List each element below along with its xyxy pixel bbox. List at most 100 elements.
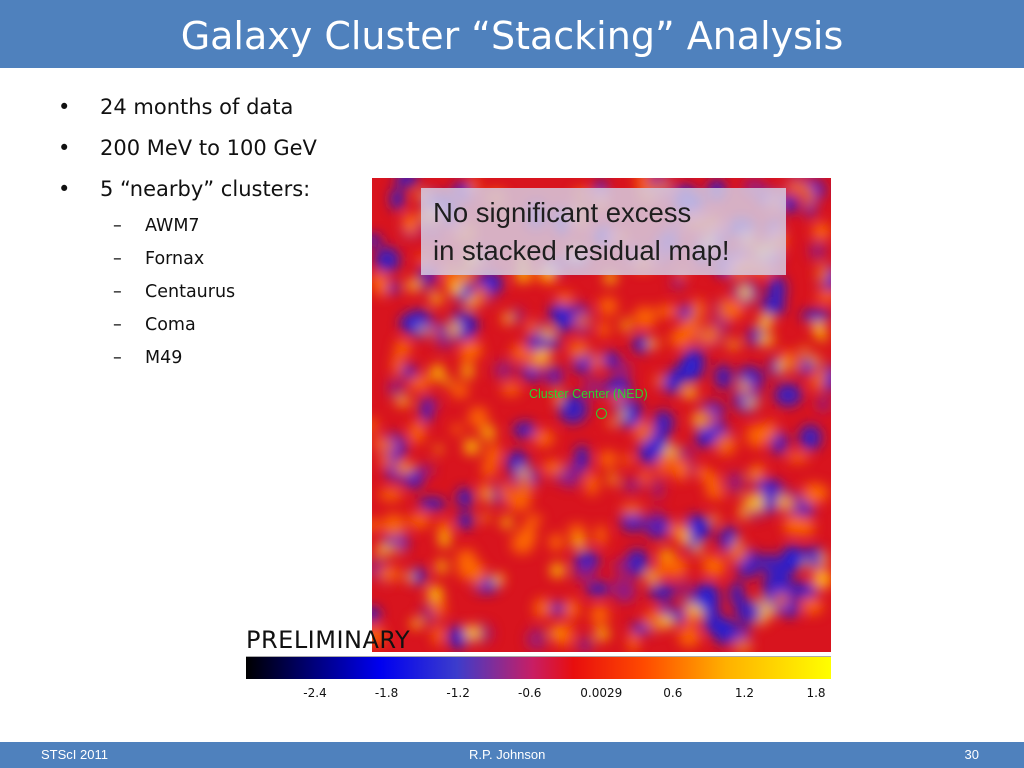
map-blob [815, 394, 831, 413]
map-blob [533, 598, 553, 618]
cluster-center-marker [596, 408, 607, 419]
map-blob [774, 383, 802, 407]
map-blob [725, 471, 746, 494]
map-blob [555, 321, 568, 334]
map-blob [513, 421, 537, 439]
map-blob [414, 463, 436, 477]
map-blob [451, 424, 463, 435]
bullet-item: • 5 “nearby” clusters: [58, 174, 317, 215]
map-blob [608, 393, 627, 404]
map-blob [640, 468, 651, 485]
bullet-text: 24 months of data [100, 95, 294, 119]
map-blob [664, 556, 688, 578]
map-blob [456, 487, 473, 508]
map-blob [555, 390, 562, 405]
map-blob [427, 585, 443, 602]
map-blob [591, 353, 604, 370]
map-blob [655, 305, 679, 318]
map-blob [374, 247, 400, 273]
map-blob [572, 562, 597, 583]
map-blob [682, 347, 705, 377]
slide-number: 30 [964, 747, 979, 762]
map-blob [702, 611, 725, 635]
map-blob [622, 453, 634, 466]
dash-symbol: – [113, 282, 122, 302]
colorbar-tick-label: -0.6 [517, 686, 542, 700]
map-blob [492, 574, 505, 585]
map-blob [802, 597, 823, 615]
map-blob [632, 334, 651, 354]
footer-center: R.P. Johnson [469, 747, 546, 762]
map-blob [485, 444, 502, 464]
map-blob [541, 328, 556, 338]
map-blob [392, 353, 403, 376]
map-blob [735, 599, 764, 624]
map-blob [511, 343, 530, 361]
map-blob [394, 339, 412, 357]
map-blob [395, 397, 411, 406]
map-blob [786, 452, 809, 463]
map-blob [448, 281, 463, 296]
dash-symbol: – [113, 315, 122, 335]
map-blob [461, 366, 474, 378]
sub-bullet-text: AWM7 [145, 216, 200, 236]
map-blob [585, 472, 599, 496]
map-blob [780, 350, 796, 361]
map-blob [395, 178, 419, 187]
map-blob [816, 262, 830, 286]
map-blob [609, 472, 617, 486]
map-blob [535, 349, 551, 364]
map-blob [657, 555, 669, 578]
map-blob [409, 420, 425, 444]
preliminary-watermark: PRELIMINARY [246, 626, 411, 654]
cluster-center-label: Cluster Center (NED) [529, 387, 648, 401]
bullet-text: 200 MeV to 100 GeV [100, 136, 317, 160]
map-blob [711, 514, 719, 523]
map-blob [450, 382, 469, 399]
map-blob [801, 345, 808, 357]
bullet-symbol: • [58, 177, 71, 201]
map-blob [648, 583, 677, 600]
map-blob [502, 312, 512, 325]
footer-left: STScI 2011 [41, 747, 108, 762]
map-blob [607, 419, 617, 427]
map-blob [696, 466, 710, 480]
map-blob [460, 340, 483, 360]
annotation-text: No significant excess in stacked residua… [433, 194, 730, 270]
map-blob [759, 334, 775, 346]
map-blob [694, 542, 702, 556]
footer: STScI 2011 R.P. Johnson 30 [0, 742, 1024, 768]
map-blob [406, 365, 420, 382]
map-blob [516, 468, 531, 475]
map-blob [746, 424, 770, 448]
map-blob [563, 599, 580, 620]
map-blob [761, 552, 778, 575]
map-blob [533, 429, 555, 447]
map-blob [680, 317, 701, 337]
map-blob [442, 377, 452, 386]
map-blob [501, 516, 513, 529]
sub-bullet-item: – AWM7 [58, 215, 317, 248]
map-blob [436, 559, 447, 574]
map-blob [756, 597, 764, 607]
map-blob [820, 552, 828, 566]
map-blob [582, 376, 604, 398]
map-blob [599, 351, 621, 369]
map-blob [733, 637, 753, 652]
map-blob [419, 374, 431, 385]
sub-bullet-item: – Coma [58, 314, 317, 347]
map-blob [625, 549, 649, 577]
map-blob [464, 439, 479, 455]
map-blob [372, 625, 386, 646]
map-blob [511, 307, 525, 324]
map-blob [435, 332, 456, 350]
dash-symbol: – [113, 348, 122, 368]
map-blob [771, 434, 786, 452]
map-blob [643, 609, 666, 632]
colorbar [246, 656, 831, 679]
map-blob [620, 503, 643, 516]
map-blob [739, 378, 747, 393]
map-blob [430, 293, 443, 305]
map-blob [567, 523, 587, 538]
map-blob [727, 341, 740, 349]
